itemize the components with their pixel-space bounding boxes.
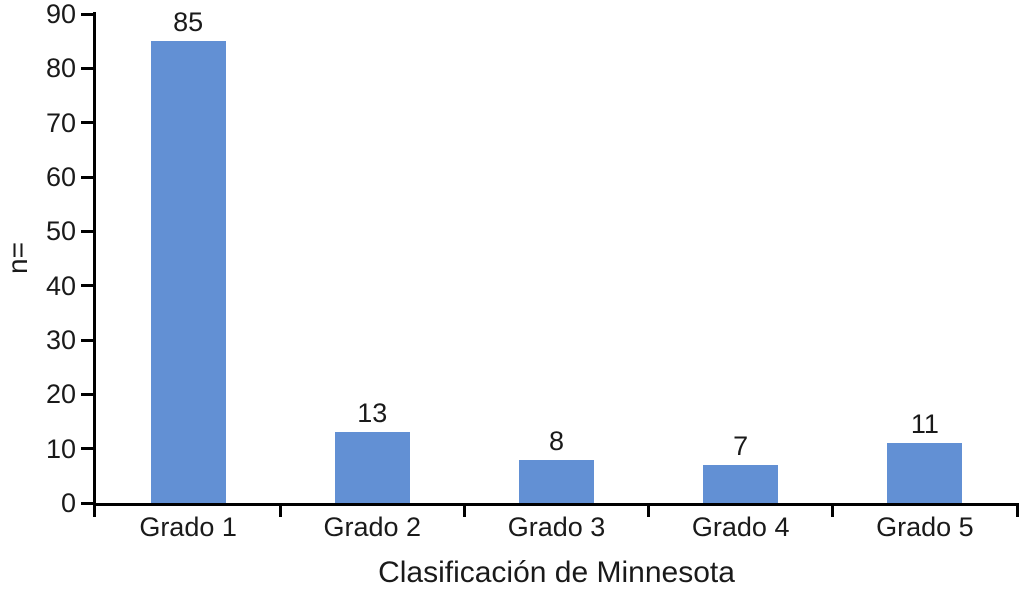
x-tick-label: Grado 1 (139, 512, 237, 542)
x-tick (831, 503, 835, 517)
y-tick-label: 0 (60, 488, 76, 518)
x-axis-title: Clasificación de Minnesota (378, 556, 735, 589)
x-tick-label: Grado 4 (691, 512, 790, 542)
bar-value-label: 13 (357, 398, 388, 429)
x-axis-line (93, 503, 1019, 506)
y-tick (81, 12, 95, 16)
bar-value-label: 8 (548, 425, 564, 456)
x-tick (647, 503, 651, 517)
y-tick-label: 40 (45, 270, 76, 301)
y-axis-line (93, 12, 96, 517)
y-tick-label: 90 (45, 0, 76, 29)
y-tick (81, 284, 95, 288)
y-tick (81, 229, 95, 233)
y-tick (81, 66, 95, 70)
x-tick (462, 503, 466, 517)
bar-grado-4 (703, 464, 779, 503)
y-tick-label: 20 (45, 379, 76, 410)
y-tick (81, 392, 95, 396)
x-tick (1015, 503, 1019, 517)
bar-grado-1 (150, 41, 226, 503)
y-tick-label: 70 (45, 107, 76, 138)
y-tick-label: 80 (45, 53, 76, 84)
y-tick (81, 338, 95, 342)
y-tick-label: 30 (45, 325, 76, 355)
bar-value-label: 11 (910, 409, 939, 440)
y-tick-label: 50 (45, 216, 76, 247)
y-tick (81, 501, 95, 505)
y-tick-label: 10 (45, 433, 76, 464)
x-tick (278, 503, 282, 517)
y-tick (81, 447, 95, 451)
bar-grado-2 (334, 432, 410, 503)
bar-value-label: 85 (173, 7, 204, 38)
x-tick-label: Grado 3 (507, 512, 606, 542)
y-tick-label: 60 (45, 162, 76, 192)
y-tick (81, 121, 95, 125)
bar-grado-5 (887, 443, 963, 503)
y-tick (81, 175, 95, 179)
x-tick-label: Grado 5 (876, 512, 974, 542)
bar-grado-3 (519, 459, 594, 503)
x-tick-label: Grado 2 (323, 512, 422, 542)
bar-value-label: 7 (733, 430, 749, 461)
